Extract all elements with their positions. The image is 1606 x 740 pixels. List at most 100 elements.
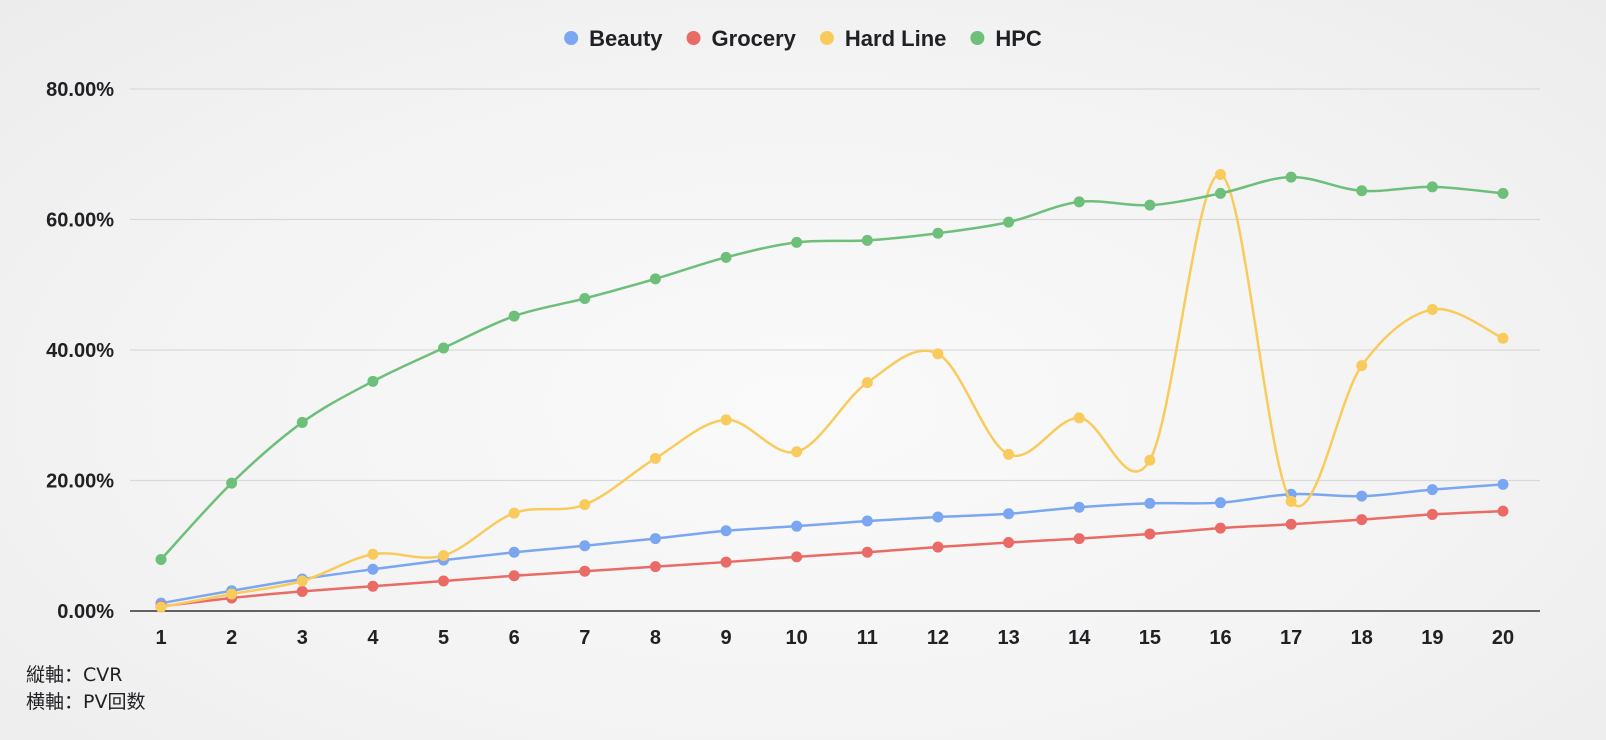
y-tick-label: 20.00%: [46, 471, 114, 493]
hpc-point: [226, 477, 238, 489]
hpc-point: [861, 234, 873, 246]
beauty-point: [1073, 501, 1085, 513]
x-tick-label: 20: [1492, 627, 1514, 649]
series-grocery: [155, 505, 1509, 612]
y-tick-label: 80.00%: [46, 79, 114, 101]
hard-line-point: [1497, 332, 1509, 344]
x-tick-label: 10: [786, 627, 808, 649]
legend-label: Grocery: [712, 26, 797, 51]
hpc-point: [367, 375, 379, 387]
hpc-line: [160, 175, 1504, 561]
legend-item-hard-line: Hard Line: [819, 26, 946, 51]
beauty-point: [579, 540, 591, 552]
hpc-point: [932, 227, 944, 239]
hard-line-point: [1144, 454, 1156, 466]
hard-line-point: [1356, 360, 1368, 372]
legend-item-hpc: HPC: [970, 26, 1042, 51]
legend-label: Beauty: [589, 26, 663, 51]
grocery-point: [932, 541, 944, 553]
beauty-point: [649, 533, 661, 545]
hpc-point: [720, 251, 732, 263]
hpc-point: [438, 342, 450, 354]
beauty-point: [720, 525, 732, 537]
hpc-point: [579, 292, 591, 304]
series-beauty: [155, 478, 1509, 609]
series-layer: [155, 168, 1509, 613]
hard-line-point: [367, 548, 379, 560]
x-tick-label: 16: [1209, 627, 1231, 649]
grocery-point: [1285, 518, 1297, 530]
grocery-line: [160, 509, 1504, 608]
hpc-point: [508, 310, 520, 322]
hard-line-line: [160, 173, 1504, 609]
gridlines: [130, 88, 1540, 482]
grocery-point: [367, 580, 379, 592]
hard-line-point: [791, 446, 803, 458]
beauty-point: [1003, 508, 1015, 520]
beauty-point: [1356, 490, 1368, 502]
hpc-point: [1144, 199, 1156, 211]
x-tick-label: 18: [1351, 627, 1373, 649]
x-tick-label: 6: [509, 627, 520, 649]
x-tick-label: 7: [579, 627, 590, 649]
x-tick-label: 3: [297, 627, 308, 649]
hpc-point: [155, 553, 167, 565]
grocery-point: [791, 551, 803, 563]
legend-marker: [970, 31, 985, 45]
hpc-point: [1073, 196, 1085, 208]
y-axis: 0.00% 20.00% 40.00% 60.00% 80.00%: [46, 79, 114, 623]
hard-line-point: [226, 588, 238, 600]
hpc-point: [1285, 171, 1297, 183]
grocery-point: [861, 546, 873, 558]
hard-line-point: [1426, 304, 1438, 316]
beauty-point: [1426, 484, 1438, 496]
beauty-point: [1214, 497, 1226, 509]
x-tick-label: 11: [857, 627, 878, 649]
grocery-point: [1356, 514, 1368, 526]
legend-marker: [819, 31, 834, 45]
hpc-point: [1356, 185, 1368, 197]
x-tick-label: 9: [720, 627, 731, 649]
grocery-point: [1003, 536, 1015, 548]
beauty-point: [932, 511, 944, 523]
hpc-point: [1003, 216, 1015, 228]
y-tick-label: 60.00%: [46, 210, 114, 232]
beauty-point: [508, 546, 520, 558]
grocery-point: [1144, 528, 1156, 540]
grocery-point: [1214, 522, 1226, 534]
legend: Beauty Grocery Hard Line HPC: [564, 26, 1042, 51]
hard-line-point: [649, 452, 661, 464]
x-tick-label: 15: [1139, 627, 1161, 649]
hard-line-point: [155, 601, 167, 613]
hard-line-point: [1073, 412, 1085, 424]
x-tick-label: 14: [1068, 627, 1091, 649]
hpc-point: [1497, 187, 1509, 199]
x-tick-label: 12: [927, 627, 949, 649]
hard-line-point: [1003, 448, 1015, 460]
beauty-line: [160, 483, 1504, 605]
legend-marker: [564, 31, 579, 45]
beauty-point: [367, 563, 379, 575]
grocery-point: [649, 561, 661, 573]
horizontal-axis-note: 横軸：PV回数: [26, 691, 146, 713]
axis-notes: 縦軸：CVR 横軸：PV回数: [26, 662, 145, 716]
series-hpc: [155, 171, 1509, 565]
grocery-point: [1497, 505, 1509, 517]
vertical-axis-note: 縦軸：CVR: [26, 664, 123, 686]
x-tick-label: 19: [1421, 627, 1443, 649]
series-hard-line: [155, 168, 1509, 613]
x-tick-label: 2: [226, 627, 237, 649]
legend-label: HPC: [995, 26, 1042, 51]
grocery-point: [1073, 533, 1085, 545]
hard-line-point: [579, 499, 591, 511]
hpc-point: [791, 236, 803, 248]
hpc-point: [649, 273, 661, 285]
hard-line-point: [438, 550, 450, 562]
x-axis: 1 2 3 4 5 6 7 8 9 10 11 12 13 14 15 16 17 18 19 20: [130, 610, 1540, 649]
legend-label: Hard Line: [845, 26, 946, 51]
hpc-point: [1426, 181, 1438, 193]
beauty-point: [791, 520, 803, 532]
legend-item-grocery: Grocery: [686, 26, 797, 51]
